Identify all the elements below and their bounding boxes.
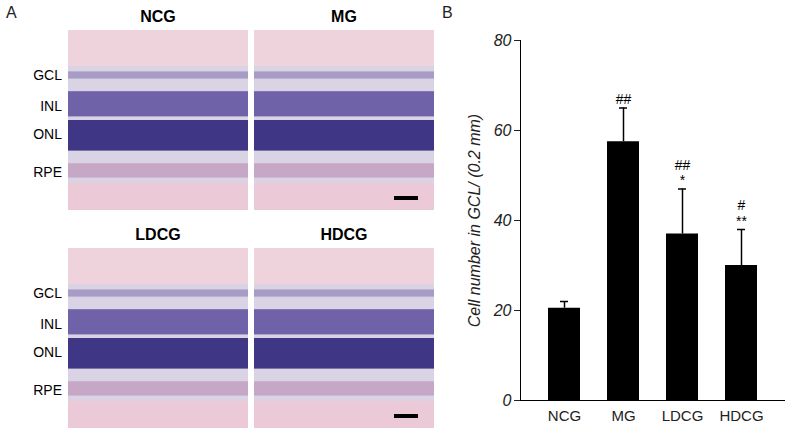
svg-text:RPE: RPE: [33, 164, 62, 180]
svg-text:INL: INL: [40, 316, 62, 332]
svg-text:Cell number in GCL/ (0.2 mm): Cell number in GCL/ (0.2 mm): [466, 114, 483, 327]
svg-text:60: 60: [494, 122, 512, 139]
svg-text:##: ##: [616, 91, 632, 107]
svg-text:NCG: NCG: [548, 407, 581, 424]
svg-text:GCL: GCL: [33, 285, 62, 301]
html-text:B: B: [442, 4, 453, 21]
html-text:A: A: [6, 4, 17, 21]
svg-text:INL: INL: [40, 98, 62, 114]
svg-text:0: 0: [503, 392, 512, 409]
svg-text:LDCG: LDCG: [662, 407, 704, 424]
svg-text:HDCG: HDCG: [320, 226, 367, 243]
svg-text:LDCG: LDCG: [135, 226, 180, 243]
svg-text:RPE: RPE: [33, 382, 62, 398]
svg-text:40: 40: [494, 212, 512, 229]
svg-text:NCG: NCG: [140, 8, 176, 25]
svg-text:ONL: ONL: [33, 344, 62, 360]
svg-text:#**: #**: [736, 197, 747, 228]
svg-text:MG: MG: [611, 407, 635, 424]
svg-text:20: 20: [493, 302, 512, 319]
svg-text:80: 80: [494, 32, 512, 49]
svg-text:GCL: GCL: [33, 67, 62, 83]
svg-text:HDCG: HDCG: [719, 407, 763, 424]
svg-text:##*: ##*: [675, 157, 691, 188]
svg-text:ONL: ONL: [33, 126, 62, 142]
svg-text:MG: MG: [331, 8, 357, 25]
